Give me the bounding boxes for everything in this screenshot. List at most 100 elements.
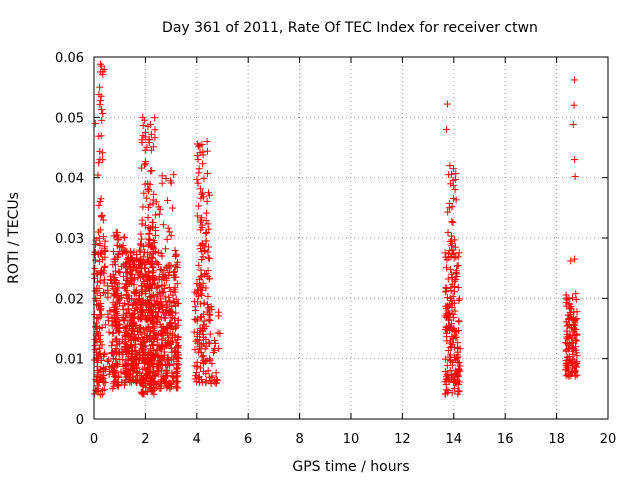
data-point (565, 352, 573, 360)
data-point (109, 355, 117, 363)
data-point (166, 361, 174, 369)
data-point (122, 327, 130, 335)
data-point (137, 303, 145, 311)
data-point (97, 267, 105, 275)
data-point (137, 264, 145, 272)
data-point (159, 221, 167, 229)
data-point (100, 264, 108, 272)
data-point (166, 338, 174, 346)
data-point (138, 390, 146, 398)
data-point (151, 126, 159, 134)
x-tick-label: 8 (295, 432, 303, 447)
data-point (115, 321, 123, 329)
data-point (122, 329, 130, 337)
data-point (147, 130, 155, 138)
data-point (175, 361, 183, 369)
data-point (170, 298, 178, 306)
data-point (196, 185, 204, 193)
data-point (202, 229, 210, 237)
data-point (142, 300, 150, 308)
data-point (148, 167, 156, 175)
data-point (162, 245, 170, 253)
data-point (174, 316, 182, 324)
data-point (172, 309, 180, 317)
x-tick-labels: 0 2 4 6 8 10 12 14 16 18 20 (90, 432, 616, 447)
data-point (204, 248, 212, 256)
data-point (113, 293, 121, 301)
data-point (105, 370, 113, 378)
data-point (145, 323, 153, 331)
data-point (172, 273, 180, 281)
data-point (114, 235, 122, 243)
data-point (141, 330, 149, 338)
data-point (195, 330, 203, 338)
data-point (161, 328, 169, 336)
data-point (573, 308, 581, 316)
data-point (205, 225, 213, 233)
data-point (149, 264, 157, 272)
data-point (206, 377, 214, 385)
data-point (139, 381, 147, 389)
data-point (124, 305, 132, 313)
data-point (91, 240, 99, 248)
data-point (122, 249, 130, 257)
y-tick-label: 0.04 (55, 172, 84, 187)
data-point (447, 265, 455, 273)
data-point (155, 361, 163, 369)
data-point (134, 334, 142, 342)
data-point (448, 320, 456, 328)
data-point (154, 249, 162, 257)
data-point (155, 303, 163, 311)
data-point (153, 259, 161, 267)
data-point (171, 246, 179, 254)
data-point (95, 344, 103, 352)
data-point (94, 249, 102, 257)
x-tick-label: 6 (244, 432, 252, 447)
data-point (165, 293, 173, 301)
data-point (118, 243, 126, 251)
data-point (453, 262, 461, 270)
data-point (166, 383, 174, 391)
data-point (563, 322, 571, 330)
data-point (169, 204, 177, 212)
data-point (173, 369, 181, 377)
data-point (110, 232, 118, 240)
data-point (141, 221, 149, 229)
data-point (174, 384, 182, 392)
data-point (198, 140, 206, 148)
data-point (138, 380, 146, 388)
data-point (95, 234, 103, 242)
data-point (202, 209, 210, 217)
data-point (443, 125, 451, 133)
data-point (202, 379, 210, 387)
data-point (147, 167, 155, 175)
data-point (114, 372, 122, 380)
data-point (126, 378, 134, 386)
data-point (194, 336, 202, 344)
data-point (144, 122, 152, 130)
data-point (563, 296, 571, 304)
data-point (165, 283, 173, 291)
data-point (212, 369, 220, 377)
data-point (143, 312, 151, 320)
data-point (198, 353, 206, 361)
data-point (198, 214, 206, 222)
data-point (451, 236, 459, 244)
data-point (114, 250, 122, 258)
data-point (124, 274, 132, 282)
data-point (138, 139, 146, 147)
data-point (164, 224, 172, 232)
data-point (570, 355, 578, 363)
data-point (455, 318, 463, 326)
data-point (449, 219, 457, 227)
data-point (205, 355, 213, 363)
data-point (94, 171, 102, 179)
data-point (157, 295, 165, 303)
data-point (448, 280, 456, 288)
data-point (122, 346, 130, 354)
data-point (166, 320, 174, 328)
data-point (455, 388, 463, 396)
data-point (94, 358, 102, 366)
data-point (95, 201, 103, 209)
